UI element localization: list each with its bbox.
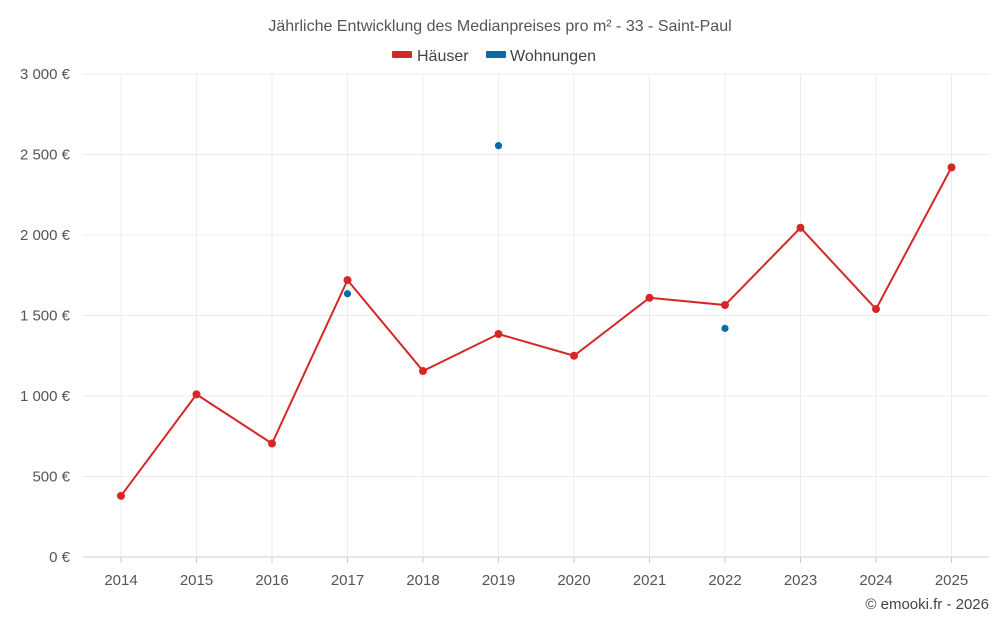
- data-point-haeuser[interactable]: [494, 330, 503, 339]
- data-point-haeuser[interactable]: [117, 491, 125, 500]
- data-point-haeuser[interactable]: [192, 390, 201, 399]
- series-line-haeuser: [120, 166, 953, 497]
- data-point-wohnungen[interactable]: [721, 324, 729, 332]
- data-point-haeuser[interactable]: [268, 439, 276, 448]
- gridlines: [83, 73, 989, 563]
- chart-title: Jährliche Entwicklung des Medianpreises …: [268, 18, 731, 35]
- x-tick-label: 2017: [331, 572, 364, 589]
- y-tick-label: 1 500 €: [20, 308, 71, 325]
- x-tick-label: 2023: [784, 572, 817, 589]
- x-tick-label: 2020: [557, 572, 590, 589]
- data-point-haeuser[interactable]: [721, 301, 729, 310]
- y-tick-label: 2 500 €: [20, 147, 71, 164]
- legend: Häuser Wohnungen: [392, 48, 596, 65]
- data-point-haeuser[interactable]: [343, 276, 352, 285]
- data-point-haeuser[interactable]: [796, 223, 805, 232]
- legend-swatch-wohnungen: [486, 51, 506, 58]
- series: [117, 142, 956, 500]
- x-tick-label: 2021: [633, 572, 666, 589]
- data-point-haeuser[interactable]: [872, 305, 880, 314]
- x-axis-ticks: 2014 2015 2016 2017 2018 2019 2020 2021 2022 2023…: [104, 572, 968, 589]
- credit-text: © emooki.fr - 2026: [865, 596, 989, 613]
- y-tick-label: 2 000 €: [20, 227, 71, 244]
- data-point-wohnungen[interactable]: [343, 290, 352, 298]
- y-tick-label: 0 €: [49, 549, 71, 566]
- legend-item-haeuser[interactable]: Häuser: [392, 48, 469, 65]
- data-point-haeuser[interactable]: [419, 367, 427, 376]
- legend-item-wohnungen[interactable]: Wohnungen: [486, 48, 596, 65]
- x-tick-label: 2014: [104, 572, 137, 589]
- data-point-haeuser[interactable]: [570, 351, 578, 360]
- y-tick-label: 500 €: [32, 469, 70, 486]
- x-tick-label: 2015: [180, 572, 213, 589]
- y-axis-ticks: 0 € 500 € 1 000 € 1 500 € 2 000 € 2 500 € 3 00…: [20, 66, 71, 566]
- legend-label-wohnungen: Wohnungen: [510, 48, 596, 65]
- y-tick-label: 3 000 €: [20, 66, 71, 83]
- x-tick-label: 2019: [482, 572, 515, 589]
- data-point-haeuser[interactable]: [947, 163, 956, 172]
- x-tick-label: 2018: [406, 572, 439, 589]
- legend-label-haeuser: Häuser: [417, 48, 469, 65]
- legend-swatch-haeuser: [392, 51, 412, 58]
- x-tick-label: 2022: [708, 572, 741, 589]
- x-tick-label: 2024: [859, 572, 892, 589]
- x-tick-label: 2025: [935, 572, 968, 589]
- data-point-haeuser[interactable]: [645, 293, 654, 302]
- x-tick-label: 2016: [255, 572, 288, 589]
- y-tick-label: 1 000 €: [20, 388, 71, 405]
- data-point-wohnungen[interactable]: [494, 142, 503, 150]
